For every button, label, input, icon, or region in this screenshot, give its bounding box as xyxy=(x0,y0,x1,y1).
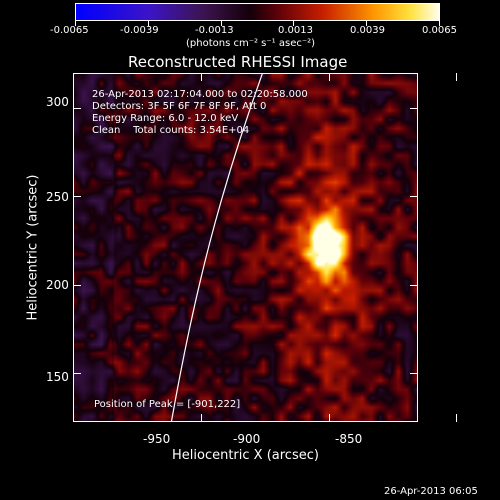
y-tick-label: 300 xyxy=(46,95,69,109)
footer-timestamp: 26-Apr-2013 06:05 xyxy=(384,486,478,497)
y-tick-label: 200 xyxy=(46,278,69,292)
colorbar-unit: (photons cm⁻² s⁻¹ asec⁻²) xyxy=(186,38,316,49)
colorbar-tick xyxy=(147,21,149,26)
axis-tick xyxy=(328,73,330,81)
x-axis-label: Heliocentric X (arcsec) xyxy=(172,448,319,463)
info-clean-counts: Clean Total counts: 3.54E+04 xyxy=(92,125,250,136)
axis-tick xyxy=(73,284,81,286)
colorbar-tick-label-0: -0.0065 xyxy=(50,25,89,36)
x-tick-label: -850 xyxy=(335,432,363,446)
axis-tick xyxy=(200,73,202,81)
colorbar-tick-label-1: -0.0039 xyxy=(120,25,159,36)
colorbar-tick xyxy=(366,21,368,26)
axis-tick xyxy=(73,196,81,198)
colorbar-tick-label-3: 0.0013 xyxy=(278,25,313,36)
axis-tick xyxy=(73,108,81,110)
info-time-range: 26-Apr-2013 02:17:04.000 to 02:20:58.000 xyxy=(92,89,308,100)
x-tick-label: -900 xyxy=(233,432,261,446)
colorbar-tick-label-5: 0.0065 xyxy=(422,25,457,36)
plot-title: Reconstructed RHESSI Image xyxy=(128,53,348,71)
axis-tick xyxy=(456,73,458,81)
info-energy-range: Energy Range: 6.0 - 12.0 keV xyxy=(92,113,239,124)
peak-position-label: Position of Peak = [-901,222] xyxy=(94,399,241,410)
colorbar-tick xyxy=(75,21,76,26)
axis-tick xyxy=(410,372,418,374)
colorbar-tick-label-2: -0.0013 xyxy=(195,25,234,36)
x-tick-label: -950 xyxy=(143,432,171,446)
y-tick-label: 250 xyxy=(46,190,69,204)
colorbar xyxy=(75,3,440,21)
colorbar-tick-label-4: 0.0039 xyxy=(350,25,385,36)
colorbar-tick xyxy=(220,21,222,26)
axis-tick xyxy=(410,108,418,110)
colorbar-tick xyxy=(439,21,440,26)
y-tick-label: 150 xyxy=(46,370,69,384)
axis-tick xyxy=(328,414,330,422)
axis-tick xyxy=(456,414,458,422)
plot-area: 26-Apr-2013 02:17:04.000 to 02:20:58.000… xyxy=(73,73,418,422)
axis-tick xyxy=(410,196,418,198)
colorbar-ticks xyxy=(75,21,440,27)
axis-tick xyxy=(73,372,81,374)
plot-overlay xyxy=(170,74,263,421)
y-axis-label: Heliocentric Y (arcsec) xyxy=(25,174,41,321)
info-detectors: Detectors: 3F 5F 6F 7F 8F 9F, Att 0 xyxy=(92,101,267,112)
colorbar-tick xyxy=(293,21,295,26)
reconstructed-image xyxy=(74,74,417,421)
axis-tick xyxy=(410,284,418,286)
solar-limb-line xyxy=(170,74,263,421)
axis-tick xyxy=(200,414,202,422)
